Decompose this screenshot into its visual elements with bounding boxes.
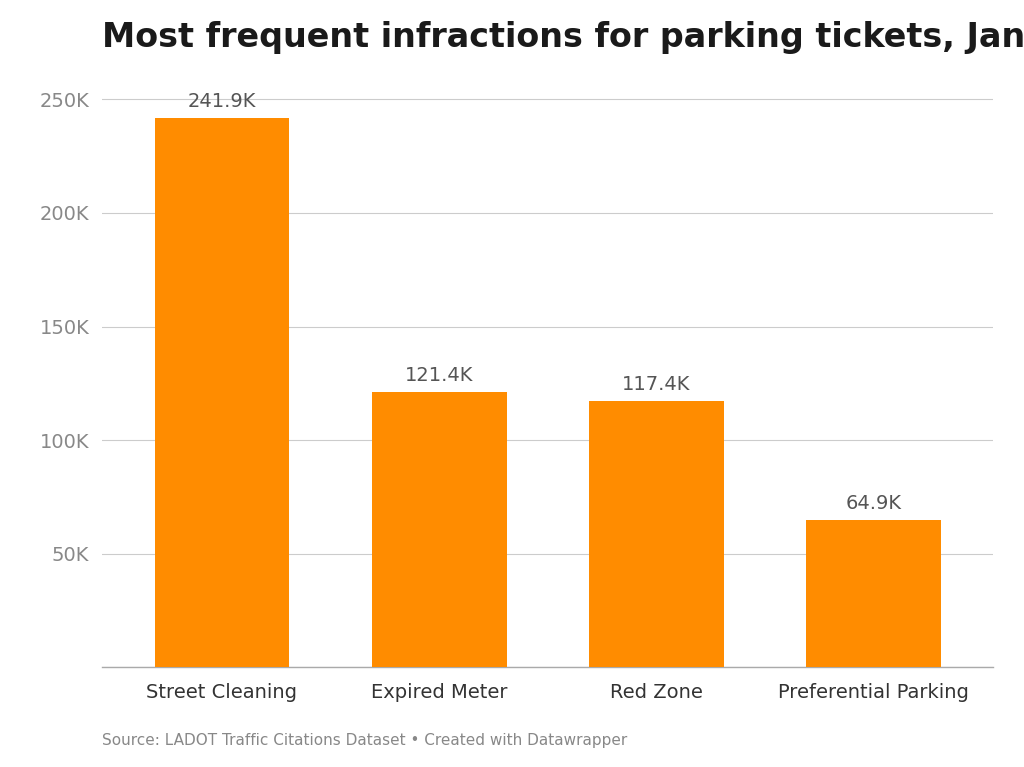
Text: 121.4K: 121.4K bbox=[406, 366, 473, 385]
Text: 241.9K: 241.9K bbox=[187, 92, 256, 111]
Text: 64.9K: 64.9K bbox=[846, 494, 902, 513]
Text: Most frequent infractions for parking tickets, Jan. 1–June 30: Most frequent infractions for parking ti… bbox=[102, 21, 1024, 54]
Bar bbox=[807, 520, 941, 667]
Bar bbox=[372, 391, 507, 667]
Bar bbox=[589, 400, 724, 667]
Bar bbox=[155, 118, 289, 667]
Text: 117.4K: 117.4K bbox=[623, 375, 690, 393]
Text: Source: LADOT Traffic Citations Dataset • Created with Datawrapper: Source: LADOT Traffic Citations Dataset … bbox=[102, 732, 628, 748]
